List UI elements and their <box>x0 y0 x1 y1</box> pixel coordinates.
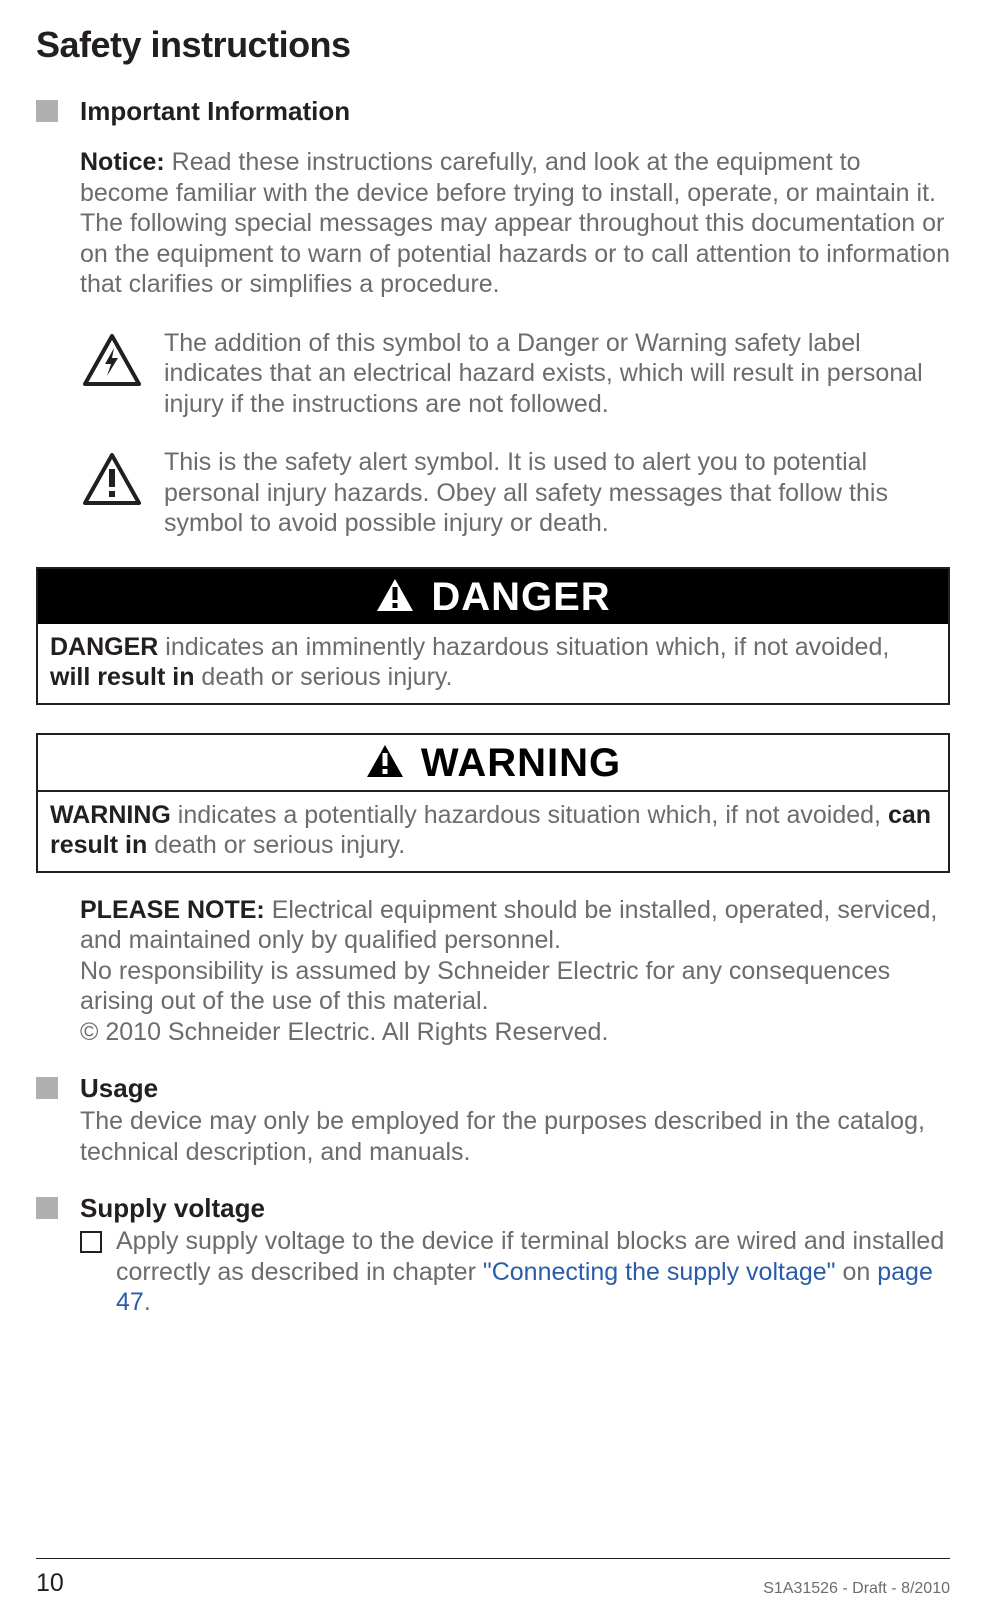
section-important: Important Information Notice: Read these… <box>36 96 950 300</box>
please-note-line1: PLEASE NOTE: Electrical equipment should… <box>80 895 950 956</box>
heading-important: Important Information <box>80 96 950 127</box>
warning-box: WARNING WARNING indicates a potentially … <box>36 733 950 873</box>
warning-title: WARNING <box>421 741 621 786</box>
safety-alert-text: This is the safety alert symbol. It is u… <box>164 447 950 539</box>
danger-header: DANGER <box>38 569 948 624</box>
danger-box: DANGER DANGER indicates an imminently ha… <box>36 567 950 705</box>
bullet-icon <box>36 1197 58 1219</box>
warning-header: WARNING <box>38 735 948 792</box>
supply-text3: . <box>144 1288 151 1316</box>
page-title: Safety instructions <box>36 24 950 66</box>
supply-checkbox-row: Apply supply voltage to the device if te… <box>80 1226 950 1318</box>
notice-text: Read these instructions carefully, and l… <box>80 148 950 298</box>
page-footer: 10 S1A31526 - Draft - 8/2010 <box>36 1558 950 1598</box>
danger-bold1: DANGER <box>50 633 158 661</box>
danger-body: DANGER indicates an imminently hazardous… <box>38 624 948 703</box>
danger-text1: indicates an imminently hazardous situat… <box>158 633 889 661</box>
symbol-row-electrical: The addition of this symbol to a Danger … <box>36 328 950 420</box>
alert-icon-black <box>365 743 405 784</box>
section-usage: Usage The device may only be employed fo… <box>36 1073 950 1167</box>
alert-icon-white <box>375 577 415 618</box>
heading-supply: Supply voltage <box>80 1193 950 1224</box>
section-supply: Supply voltage Apply supply voltage to t… <box>36 1193 950 1318</box>
please-note-line2: No responsibility is assumed by Schneide… <box>80 956 950 1017</box>
link-connecting[interactable]: "Connecting the supply voltage" <box>483 1258 836 1286</box>
symbol-row-alert: This is the safety alert symbol. It is u… <box>36 447 950 539</box>
usage-text: The device may only be employed for the … <box>80 1106 950 1167</box>
bullet-icon <box>36 1077 58 1099</box>
page-number: 10 <box>36 1569 64 1598</box>
danger-text2: death or serious injury. <box>194 663 452 691</box>
warning-bold1: WARNING <box>50 801 171 829</box>
heading-usage: Usage <box>80 1073 950 1104</box>
warning-text1: indicates a potentially hazardous situat… <box>171 801 888 829</box>
please-note-line3: © 2010 Schneider Electric. All Rights Re… <box>80 1017 950 1048</box>
electrical-hazard-text: The addition of this symbol to a Danger … <box>164 328 950 420</box>
warning-text2: death or serious injury. <box>147 831 405 859</box>
safety-alert-icon <box>80 447 144 505</box>
document-id: S1A31526 - Draft - 8/2010 <box>763 1580 950 1598</box>
supply-text2: on <box>836 1258 878 1286</box>
please-note-bold: PLEASE NOTE: <box>80 896 265 924</box>
bullet-icon <box>36 100 58 122</box>
checkbox-icon <box>80 1231 102 1253</box>
warning-body: WARNING indicates a potentially hazardou… <box>38 792 948 871</box>
please-note-block: PLEASE NOTE: Electrical equipment should… <box>36 895 950 1048</box>
supply-text: Apply supply voltage to the device if te… <box>116 1226 950 1318</box>
electrical-hazard-icon <box>80 328 144 386</box>
danger-title: DANGER <box>431 575 610 620</box>
notice-paragraph: Notice: Read these instructions carefull… <box>80 147 950 300</box>
danger-bold2: will result in <box>50 663 194 691</box>
notice-label: Notice: <box>80 148 165 176</box>
